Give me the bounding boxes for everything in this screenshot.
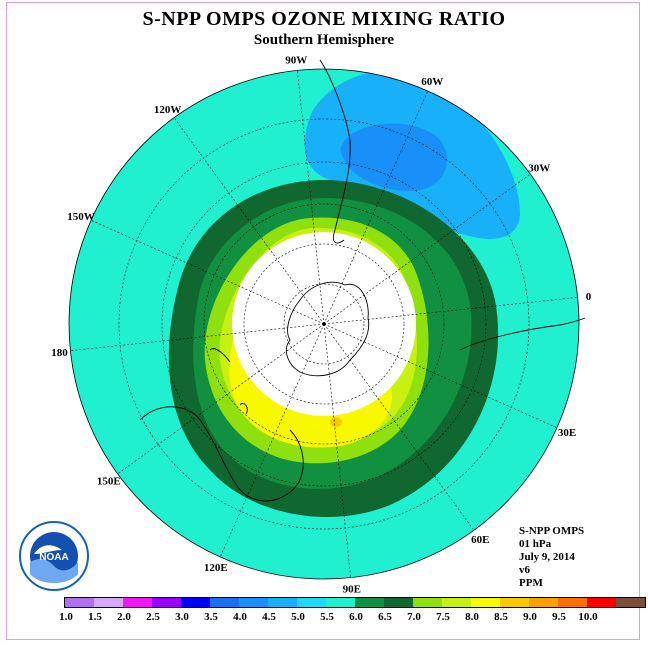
south-pole-marker [322, 322, 326, 326]
colorbar-tick-label: 2.0 [117, 611, 131, 623]
meridian-line [323, 173, 531, 325]
colorbar-swatch [616, 598, 645, 607]
colorbar-tick-label: 7.5 [436, 611, 450, 623]
colorbar-swatch [297, 598, 326, 607]
map-title: S-NPP OMPS OZONE MIXING RATIO [142, 8, 506, 30]
colorbar-tick-label: 7.0 [407, 611, 421, 623]
colorbar-swatch [210, 598, 239, 607]
longitude-label: 120E [204, 562, 228, 574]
colorbar [64, 597, 646, 608]
longitude-label: 60W [421, 76, 443, 88]
colorbar-swatch [384, 598, 413, 607]
longitude-label: 150W [67, 211, 95, 223]
longitude-label: 30E [558, 427, 576, 439]
longitude-label: 180 [51, 347, 68, 359]
date-label: July 9, 2014 [519, 551, 575, 563]
figure-frame [6, 2, 640, 640]
meridian-line [90, 220, 325, 325]
map-boundary [68, 68, 580, 580]
meridian-line [323, 297, 578, 325]
longitude-label: 90E [343, 584, 361, 596]
version-label: v6 [519, 564, 530, 576]
meridian-line [323, 90, 428, 325]
colorbar-swatch [239, 598, 268, 607]
longitude-label: 0 [586, 291, 592, 303]
colorbar-tick-label: 5.5 [320, 611, 334, 623]
colorbar-tick-label: 1.0 [59, 611, 73, 623]
colorbar-tick-label: 10.0 [578, 611, 598, 623]
longitude-label: 60E [471, 534, 489, 546]
meridian-line [173, 117, 325, 325]
longitude-label: 120W [154, 104, 182, 116]
noaa-logo-icon: NOAA [18, 520, 90, 597]
colorbar-swatch [529, 598, 558, 607]
meridian-line [70, 323, 325, 351]
colorbar-swatch [558, 598, 587, 607]
colorbar-tick-label: 1.5 [88, 611, 102, 623]
colorbar-swatch [442, 598, 471, 607]
colorbar-tick-label: 6.5 [378, 611, 392, 623]
colorbar-tick-label: 9.0 [523, 611, 537, 623]
meridian-line [323, 323, 351, 578]
units-label: PPM [519, 577, 543, 589]
colorbar-tick-label: 6.0 [349, 611, 363, 623]
colorbar-swatch [471, 598, 500, 607]
colorbar-swatch [123, 598, 152, 607]
colorbar-tick-label: 8.5 [494, 611, 508, 623]
ozone-peak-orange [330, 417, 342, 427]
colorbar-swatch [268, 598, 297, 607]
level-label: 01 hPa [519, 538, 552, 550]
graticule [70, 70, 578, 578]
colorbar-swatch [65, 598, 94, 607]
info-panel: S-NPP OMPS 01 hPa July 9, 2014 v6 PPM [519, 525, 584, 590]
meridian-line [220, 323, 325, 558]
colorbar-swatch [326, 598, 355, 607]
colorbar-swatch [500, 598, 529, 607]
colorbar-tick-label: 4.0 [233, 611, 247, 623]
colorbar-swatch [587, 598, 616, 607]
map-subtitle: Southern Hemisphere [253, 32, 395, 48]
colorbar-swatch [413, 598, 442, 607]
longitude-label: 30W [528, 163, 550, 175]
colorbar-tick-label: 3.5 [204, 611, 218, 623]
meridian-line [323, 323, 558, 428]
colorbar-tick-label: 9.5 [552, 611, 566, 623]
meridian-line [117, 323, 325, 475]
svg-text:NOAA: NOAA [39, 552, 68, 563]
colorbar-swatch [355, 598, 384, 607]
longitude-labels: 90W 60W 30W 0 30E 60E 90E 120E 150E 180 150W 120W [51, 54, 592, 595]
south-america-coast [319, 59, 351, 244]
colorbar-ticks: 1.0 1.5 2.0 2.5 3.0 3.5 4.0 4.5 5.0 5.5 6.0 6.5 7.0 7… [0, 611, 648, 625]
longitude-label: 90W [285, 54, 307, 66]
meridian-line [297, 70, 325, 325]
colorbar-swatch [94, 598, 123, 607]
meridian-line [323, 323, 475, 531]
colorbar-swatch [152, 598, 181, 607]
ozone-field [69, 69, 579, 579]
colorbar-tick-label: 8.0 [465, 611, 479, 623]
colorbar-swatch [181, 598, 210, 607]
colorbar-tick-label: 4.5 [262, 611, 276, 623]
colorbar-tick-label: 5.0 [291, 611, 305, 623]
australia-coast [139, 406, 304, 502]
longitude-label: 150E [97, 475, 121, 487]
colorbar-tick-label: 2.5 [146, 611, 160, 623]
newzealand-coast [209, 348, 248, 415]
colorbar-tick-label: 3.0 [175, 611, 189, 623]
low-ozone-region-dark [340, 123, 448, 192]
instrument-label: S-NPP OMPS [519, 525, 585, 537]
